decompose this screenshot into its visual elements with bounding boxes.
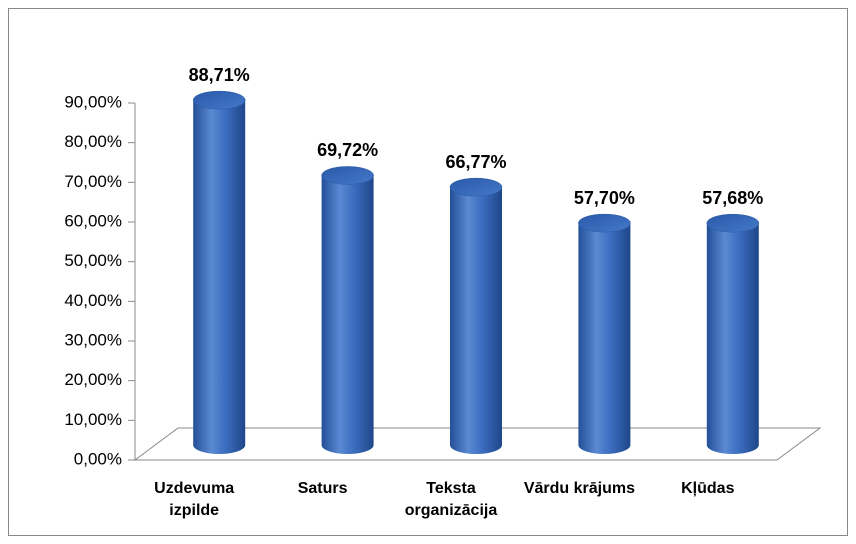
y-tick-label: 20,00%	[64, 370, 122, 389]
bar	[578, 214, 631, 455]
bar	[321, 166, 374, 455]
bar-top	[321, 166, 374, 185]
x-tick-label: Saturs	[297, 480, 348, 497]
y-tick-label: 0,00%	[74, 449, 122, 468]
x-tick-label: Kļūdas	[681, 480, 735, 497]
bar-top	[706, 213, 760, 233]
bar	[193, 91, 246, 455]
value-label: 57,68%	[702, 188, 763, 208]
bar-top	[192, 90, 246, 110]
bar	[706, 214, 759, 455]
chart-border	[8, 8, 848, 536]
value-label: 69,72%	[317, 140, 378, 160]
y-tick-label: 70,00%	[64, 172, 122, 191]
bar	[450, 178, 502, 454]
value-label: 57,70%	[574, 188, 635, 208]
y-tick-label: 80,00%	[64, 132, 122, 151]
y-tick-label: 90,00%	[64, 92, 122, 111]
y-tick-label: 10,00%	[64, 410, 122, 429]
bar-top	[578, 213, 631, 233]
x-tick-label: Teksta organizācija	[404, 480, 498, 519]
x-tick-label: Uzdevuma izpilde	[154, 480, 235, 519]
value-label: 66,77%	[445, 152, 506, 172]
y-tick-label: 40,00%	[64, 291, 122, 310]
floor	[133, 427, 822, 461]
value-label: 88,71%	[189, 65, 250, 85]
bar-top	[449, 177, 503, 197]
y-tick-label: 30,00%	[64, 330, 122, 349]
y-tick-label: 60,00%	[64, 211, 122, 230]
y-tick-label: 50,00%	[64, 251, 122, 270]
x-tick-label: Vārdu krājums	[523, 480, 635, 497]
